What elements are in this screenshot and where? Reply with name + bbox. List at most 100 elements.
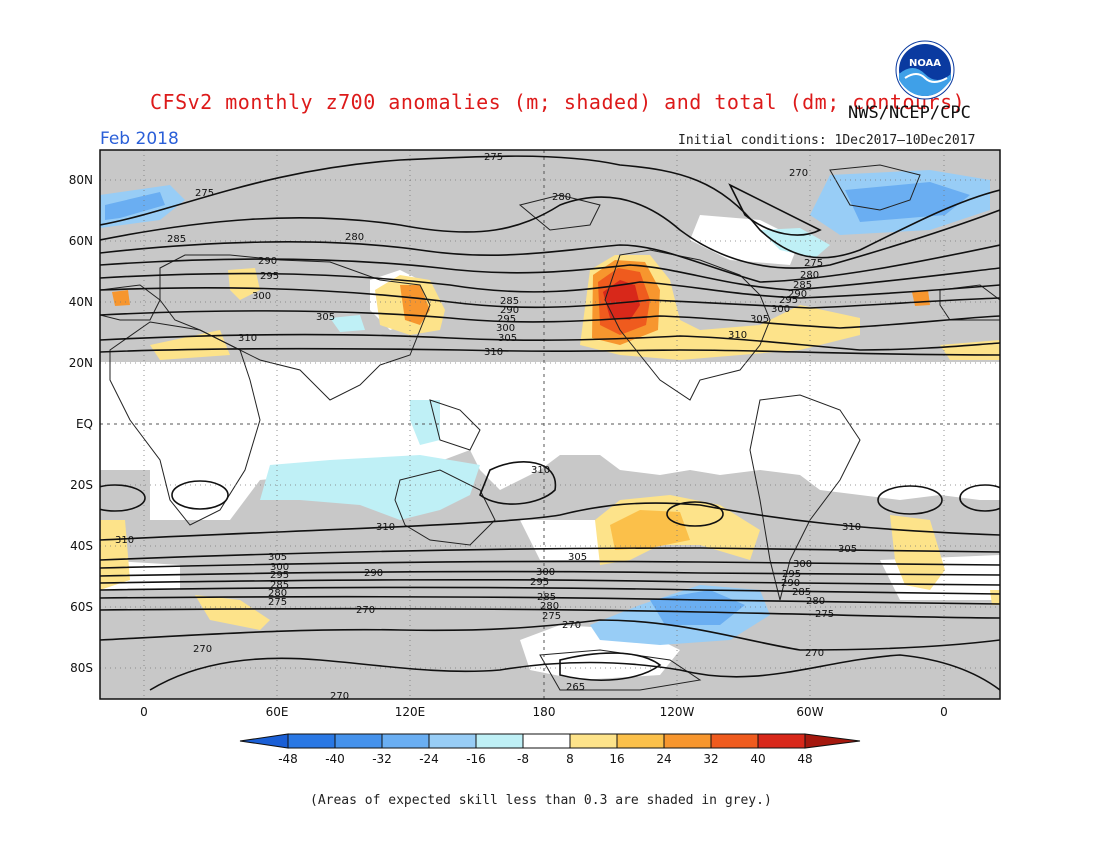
colorbar-label: -48 <box>278 752 298 766</box>
contour-label: 310 <box>842 522 861 533</box>
lon-label: 60E <box>266 705 289 719</box>
contour-label: 290 <box>781 578 800 589</box>
colorbar-label: 16 <box>609 752 624 766</box>
colorbar-arrow-left <box>239 733 289 749</box>
contour-label: 300 <box>270 562 289 573</box>
contour-label: 305 <box>750 314 769 325</box>
initial-conditions: Initial conditions: 1Dec2017–10Dec2017 <box>678 133 976 148</box>
contour-label: 295 <box>260 271 279 282</box>
colorbar-bin <box>663 733 712 749</box>
contour-label: 305 <box>498 333 517 344</box>
colorbar-label: 32 <box>703 752 718 766</box>
colorbar-label: 8 <box>566 752 574 766</box>
colorbar-label: -24 <box>419 752 439 766</box>
contour-label: 270 <box>789 168 808 179</box>
forecast-month: Feb 2018 <box>100 129 179 149</box>
colorbar-bin <box>428 733 477 749</box>
map-frame <box>99 149 1001 700</box>
contour-label: 290 <box>788 289 807 300</box>
colorbar-bin <box>381 733 430 749</box>
contour-label: 300 <box>496 323 515 334</box>
contour-labels: 275 270 280 275 285 280 290 295 300 305 … <box>115 152 861 702</box>
contour-label: 275 <box>268 597 287 608</box>
contour-label: 285 <box>792 587 811 598</box>
noaa-logo-icon: NOAA <box>895 40 955 100</box>
colorbar-label: 24 <box>656 752 671 766</box>
height-contours <box>100 155 1000 691</box>
contour-label: 275 <box>804 258 823 269</box>
contour-label: 280 <box>345 232 364 243</box>
contour-label: 300 <box>536 567 555 578</box>
contour-label: 305 <box>568 552 587 563</box>
colorbar-label: 48 <box>797 752 812 766</box>
contour-label: 310 <box>238 333 257 344</box>
contour-label: 295 <box>530 577 549 588</box>
contour-label: 305 <box>268 552 287 563</box>
contour-label: 290 <box>500 305 519 316</box>
contour-label: 280 <box>540 601 559 612</box>
colorbar-label: -32 <box>372 752 392 766</box>
contour-label: 290 <box>364 568 383 579</box>
contour-label: 270 <box>356 605 375 616</box>
contour-label: 280 <box>806 596 825 607</box>
lat-label: 20S <box>70 478 93 492</box>
contour-label: 280 <box>800 270 819 281</box>
colorbar-label: 40 <box>750 752 765 766</box>
contour-label: 305 <box>838 544 857 555</box>
contour-label: 285 <box>793 280 812 291</box>
lat-label: 80S <box>70 661 93 675</box>
contour-label: 310 <box>376 522 395 533</box>
colorbar-label: -16 <box>466 752 486 766</box>
contour-label: 265 <box>566 682 585 693</box>
contour-label: 310 <box>484 347 503 358</box>
colorbar-bin <box>475 733 524 749</box>
lon-label: 120W <box>660 705 695 719</box>
lon-label: 120E <box>395 705 426 719</box>
lat-label: 60N <box>69 234 93 248</box>
contour-label: 270 <box>330 691 349 702</box>
lat-label: 60S <box>70 600 93 614</box>
map-plot-area: 275 270 280 275 285 280 290 295 300 305 … <box>100 150 1000 702</box>
lon-label: 180 <box>533 705 556 719</box>
contour-label: 300 <box>793 559 812 570</box>
contour-label: 310 <box>728 330 747 341</box>
colorbar-bin <box>522 733 571 749</box>
contour-label: 270 <box>193 644 212 655</box>
lat-label: 20N <box>69 356 93 370</box>
graticule-minor <box>100 150 1000 699</box>
colorbar-bin <box>616 733 665 749</box>
skill-note: (Areas of expected skill less than 0.3 a… <box>310 793 772 808</box>
figure-title: CFSv2 monthly z700 anomalies (m; shaded)… <box>150 90 966 114</box>
colorbar-bin <box>287 733 336 749</box>
contour-label: 285 <box>167 234 186 245</box>
colorbar-label: -40 <box>325 752 345 766</box>
lat-label: 80N <box>69 173 93 187</box>
contour-label: 285 <box>270 580 289 591</box>
contour-label: 270 <box>562 620 581 631</box>
contour-label: 280 <box>552 192 571 203</box>
colorbar-label: -8 <box>517 752 529 766</box>
contour-label: 295 <box>270 570 289 581</box>
contour-label: 275 <box>195 188 214 199</box>
lat-label: 40S <box>70 539 93 553</box>
contour-label: 280 <box>268 588 287 599</box>
colorbar-bin <box>710 733 759 749</box>
colorbar-bin <box>569 733 618 749</box>
contour-label: 305 <box>316 312 335 323</box>
contour-label: 295 <box>782 569 801 580</box>
contour-label: 285 <box>500 296 519 307</box>
contour-label: 275 <box>484 152 503 163</box>
agency-label: NWS/NCEP/CPC <box>848 103 971 123</box>
colorbar <box>239 733 861 749</box>
contour-label: 295 <box>779 295 798 306</box>
lon-label: 60W <box>796 705 823 719</box>
contour-label: 275 <box>542 611 561 622</box>
colorbar-bin <box>757 733 806 749</box>
lat-label: 40N <box>69 295 93 309</box>
noaa-logo-text: NOAA <box>909 58 941 69</box>
lat-label: EQ <box>76 417 93 431</box>
contour-label: 300 <box>252 291 271 302</box>
contour-label: 295 <box>497 314 516 325</box>
